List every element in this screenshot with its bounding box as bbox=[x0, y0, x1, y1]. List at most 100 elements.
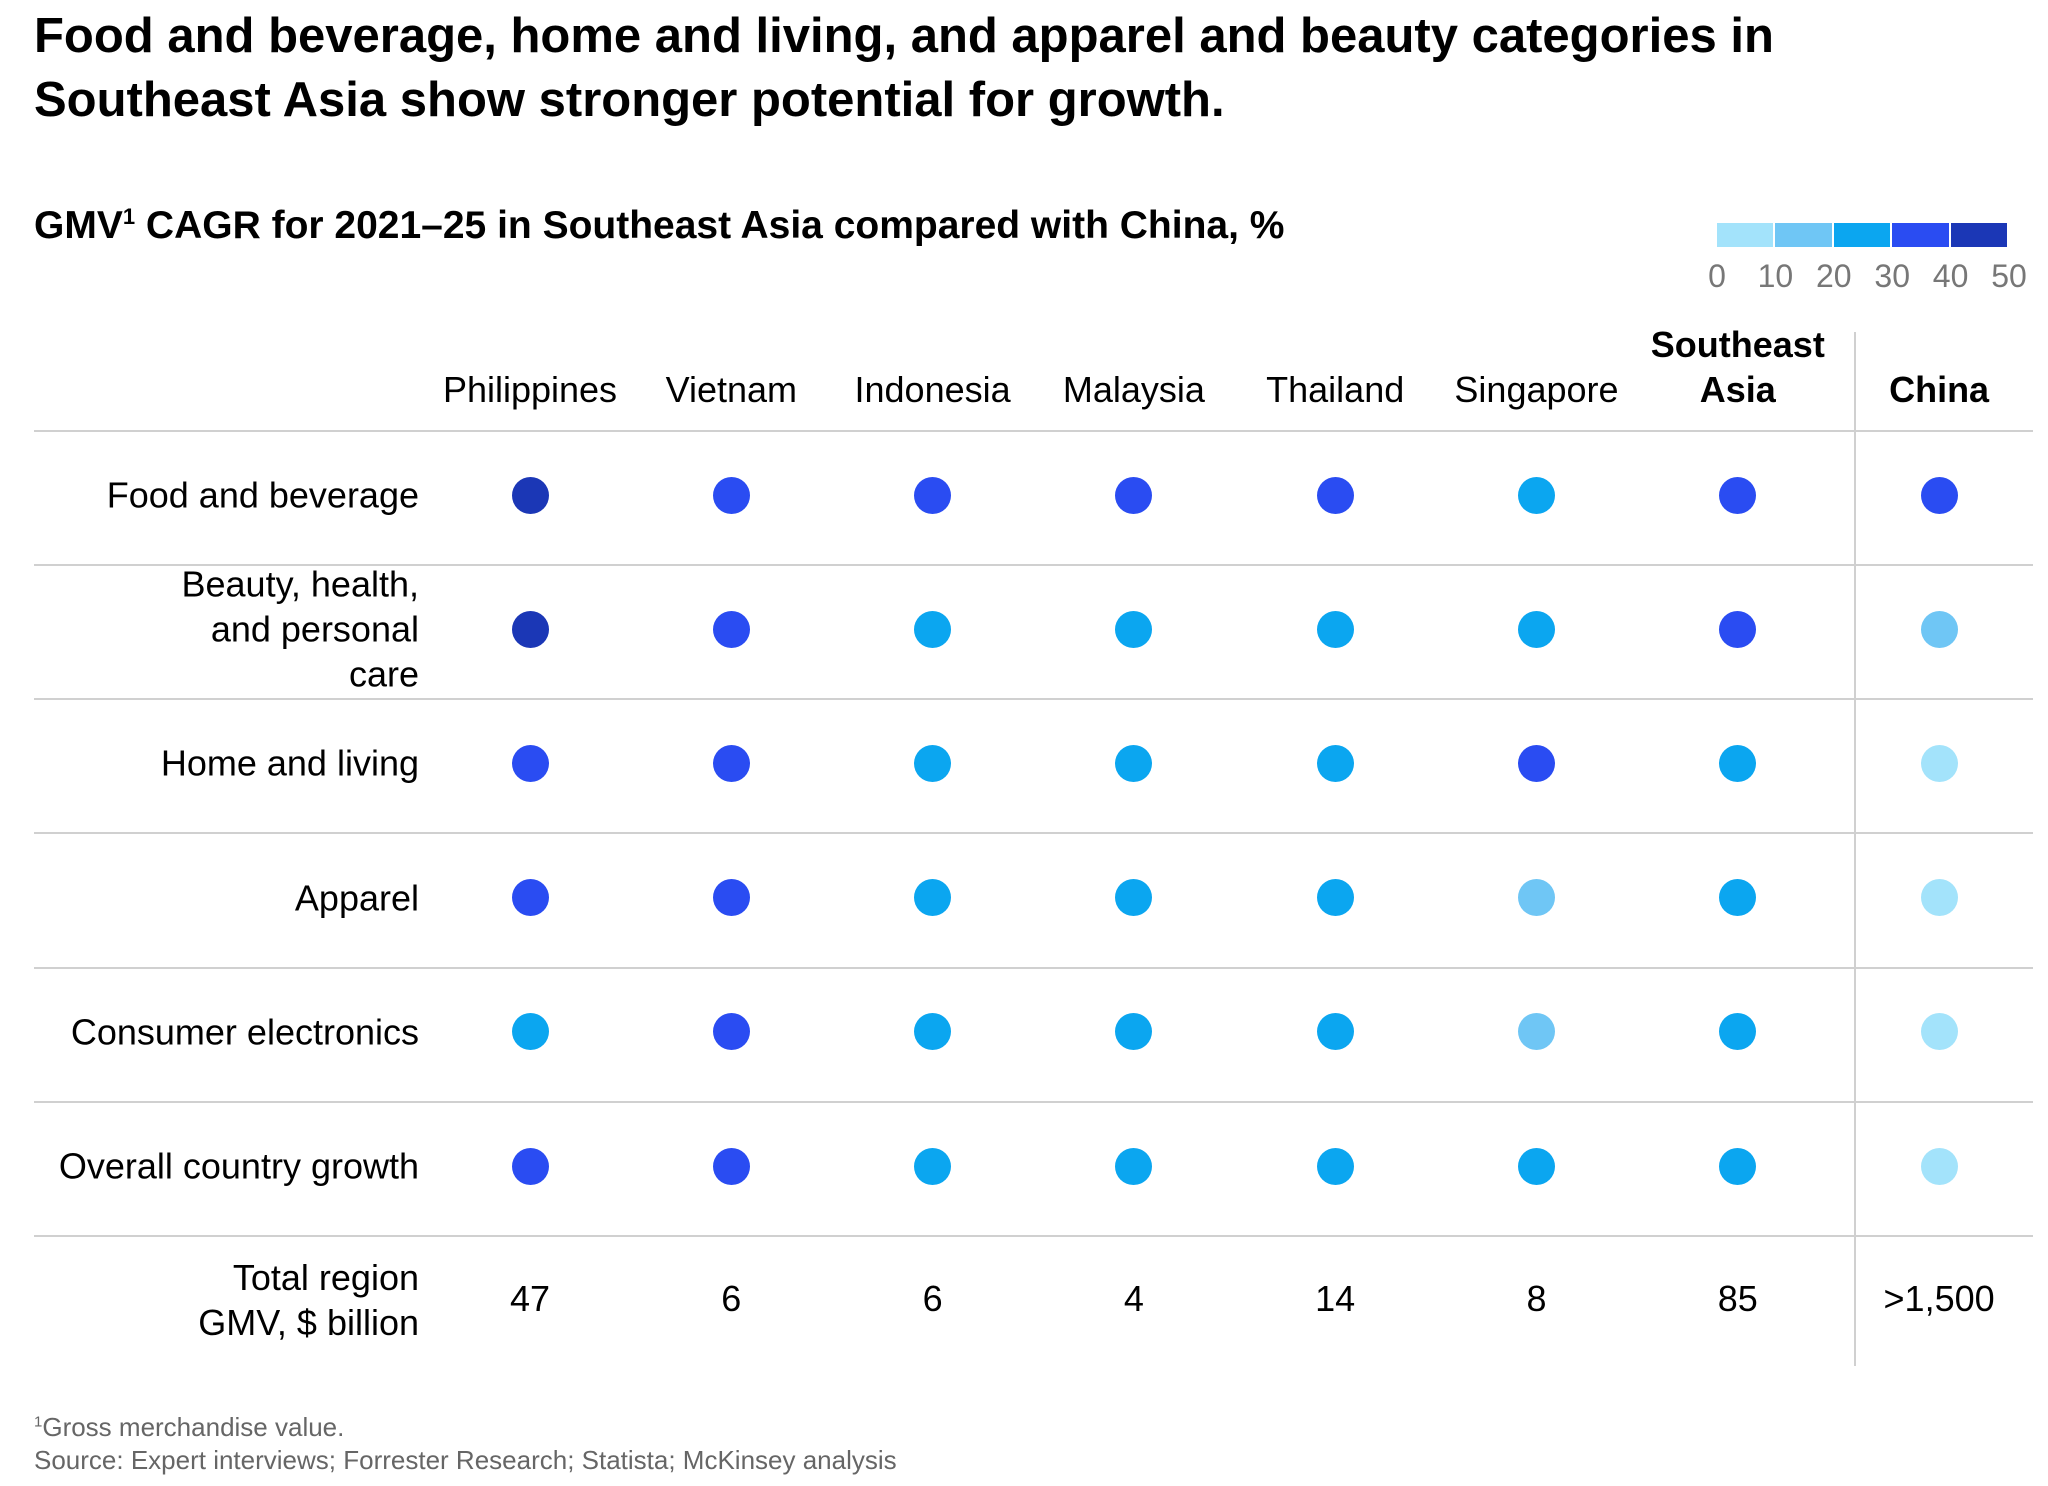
dot bbox=[511, 744, 549, 782]
total-value: 6 bbox=[922, 1278, 943, 1320]
row-line bbox=[34, 698, 2033, 701]
legend-swatch bbox=[1717, 223, 1776, 247]
column-header: China bbox=[1889, 369, 1990, 410]
legend-tick-label: 10 bbox=[1757, 258, 1794, 294]
dot bbox=[1316, 476, 1354, 514]
source: Source: Expert interviews; Forrester Res… bbox=[34, 1445, 897, 1475]
row-label: Apparel bbox=[294, 877, 419, 919]
dot bbox=[712, 1013, 750, 1051]
dot bbox=[914, 1147, 952, 1185]
row-line bbox=[34, 1235, 2033, 1237]
subtitle-sup: 1 bbox=[122, 204, 136, 229]
legend-swatch bbox=[1892, 223, 1951, 247]
dot bbox=[1518, 610, 1555, 648]
total-value: 85 bbox=[1717, 1278, 1758, 1320]
dot bbox=[1115, 879, 1153, 917]
dot bbox=[1518, 1013, 1555, 1051]
dot bbox=[1719, 610, 1757, 648]
total-value: 14 bbox=[1315, 1278, 1356, 1320]
header-line bbox=[34, 430, 2033, 432]
dot bbox=[914, 744, 952, 782]
column-header: Thailand bbox=[1266, 369, 1405, 410]
dot bbox=[1316, 1013, 1354, 1051]
row-label: Food and beverage bbox=[106, 474, 419, 516]
row-line bbox=[34, 832, 2033, 835]
dot bbox=[1920, 879, 1958, 917]
total-value: 6 bbox=[721, 1278, 742, 1320]
legend-swatch bbox=[1833, 223, 1893, 247]
dot bbox=[1719, 476, 1757, 514]
dot bbox=[1719, 1013, 1757, 1051]
dot bbox=[1115, 744, 1153, 782]
dot bbox=[914, 610, 952, 648]
dot bbox=[1719, 1147, 1757, 1185]
dot bbox=[1115, 476, 1153, 514]
column-header: Vietnam bbox=[665, 369, 797, 410]
totals-label: Total region GMV, $ billion bbox=[198, 1257, 419, 1344]
total-value: >1,500 bbox=[1883, 1278, 1995, 1320]
dot bbox=[1115, 1013, 1153, 1051]
dot bbox=[511, 610, 549, 648]
legend-tick-label: 0 bbox=[1708, 258, 1726, 294]
dot bbox=[712, 476, 750, 514]
chart-title: Food and beverage, home and living, and … bbox=[34, 9, 1774, 127]
row-label: Beauty, health, and personal care bbox=[181, 563, 420, 695]
column-header: Malaysia bbox=[1062, 369, 1205, 410]
dot bbox=[511, 1013, 549, 1051]
dot bbox=[1518, 1147, 1555, 1185]
dot bbox=[1316, 879, 1354, 917]
dot bbox=[1920, 476, 1958, 514]
dot bbox=[1115, 610, 1153, 648]
dot bbox=[1518, 744, 1555, 782]
column-header: Southeast Asia bbox=[1650, 324, 1825, 410]
total-value: 47 bbox=[509, 1278, 551, 1320]
dot bbox=[914, 879, 952, 917]
column-header: Indonesia bbox=[854, 369, 1011, 410]
dot bbox=[1316, 744, 1354, 782]
dot bbox=[1518, 879, 1555, 917]
subtitle-text: CAGR for 2021–25 in Southeast Asia compa… bbox=[135, 204, 1285, 247]
dot bbox=[914, 476, 952, 514]
total-value: 4 bbox=[1123, 1278, 1144, 1320]
dot bbox=[1920, 1013, 1958, 1051]
dot bbox=[1115, 1147, 1153, 1185]
row-line bbox=[34, 1100, 2033, 1103]
row-line bbox=[34, 966, 2033, 969]
dot bbox=[712, 879, 750, 917]
divider bbox=[1854, 332, 1856, 1366]
legend-swatch bbox=[1950, 223, 2009, 247]
dot bbox=[914, 1013, 952, 1051]
dot bbox=[1719, 879, 1757, 917]
dot bbox=[1920, 1147, 1958, 1185]
row-label: Overall country growth bbox=[58, 1145, 419, 1187]
dot bbox=[511, 879, 549, 917]
column-header: Singapore bbox=[1454, 369, 1619, 410]
dot bbox=[1920, 744, 1958, 782]
row-label: Consumer electronics bbox=[70, 1011, 419, 1053]
column-header: Philippines bbox=[442, 369, 618, 410]
dot bbox=[1316, 1147, 1354, 1185]
row-line bbox=[34, 564, 2033, 566]
total-value: 8 bbox=[1526, 1278, 1547, 1320]
legend-swatch bbox=[1775, 223, 1834, 247]
row-label: Home and living bbox=[160, 742, 419, 784]
dot bbox=[1316, 610, 1354, 648]
dot bbox=[712, 744, 750, 782]
legend-tick-label: 40 bbox=[1932, 258, 1969, 294]
legend-tick-label: 30 bbox=[1874, 258, 1910, 294]
dot bbox=[1920, 610, 1958, 648]
dot bbox=[511, 1147, 549, 1185]
footnote-mark: 1 bbox=[34, 1413, 43, 1431]
footnote: 1Gross merchandise value. bbox=[34, 1412, 344, 1443]
legend-tick-label: 50 bbox=[1991, 258, 2027, 294]
subtitle-lead: GMV bbox=[34, 204, 123, 247]
dot bbox=[712, 1147, 750, 1185]
dot bbox=[511, 476, 549, 514]
chart-subtitle: GMV1 CAGR for 2021–25 in Southeast Asia … bbox=[34, 204, 1284, 248]
footnote-text: Gross merchandise value. bbox=[42, 1412, 345, 1442]
dot bbox=[1719, 744, 1757, 782]
dot bbox=[1518, 476, 1555, 514]
dot bbox=[712, 610, 750, 648]
legend-tick-label: 20 bbox=[1816, 258, 1852, 294]
